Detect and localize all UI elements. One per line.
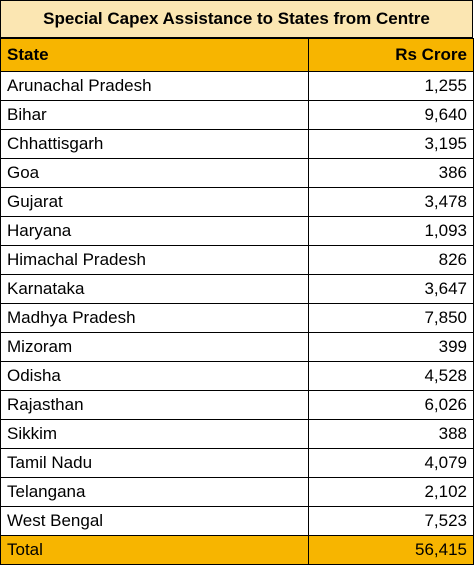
state-cell: Haryana bbox=[0, 216, 309, 246]
capex-table: State Rs Crore Arunachal Pradesh 1,255 Bih… bbox=[0, 38, 474, 565]
value-cell: 1,255 bbox=[308, 71, 474, 101]
total-row: Total 56,415 bbox=[0, 535, 474, 565]
table-row: Odisha 4,528 bbox=[0, 361, 474, 391]
table-row: Rajasthan 6,026 bbox=[0, 390, 474, 420]
table-row: Tamil Nadu 4,079 bbox=[0, 448, 474, 478]
state-cell: Goa bbox=[0, 158, 309, 188]
value-cell: 1,093 bbox=[308, 216, 474, 246]
table-row: West Bengal 7,523 bbox=[0, 506, 474, 536]
state-cell: Tamil Nadu bbox=[0, 448, 309, 478]
table-row: Mizoram 399 bbox=[0, 332, 474, 362]
value-cell: 826 bbox=[308, 245, 474, 275]
value-cell: 386 bbox=[308, 158, 474, 188]
state-cell: West Bengal bbox=[0, 506, 309, 536]
value-cell: 2,102 bbox=[308, 477, 474, 507]
value-cell: 3,647 bbox=[308, 274, 474, 304]
column-header-value: Rs Crore bbox=[308, 38, 474, 72]
table-row: Gujarat 3,478 bbox=[0, 187, 474, 217]
table-row: Himachal Pradesh 826 bbox=[0, 245, 474, 275]
table-row: Telangana 2,102 bbox=[0, 477, 474, 507]
state-cell: Gujarat bbox=[0, 187, 309, 217]
value-cell: 399 bbox=[308, 332, 474, 362]
header-row: State Rs Crore bbox=[0, 38, 474, 72]
table-row: Madhya Pradesh 7,850 bbox=[0, 303, 474, 333]
table-row: Arunachal Pradesh 1,255 bbox=[0, 71, 474, 101]
value-cell: 4,079 bbox=[308, 448, 474, 478]
state-cell: Rajasthan bbox=[0, 390, 309, 420]
table-row: Sikkim 388 bbox=[0, 419, 474, 449]
total-label: Total bbox=[0, 535, 309, 565]
table-row: Bihar 9,640 bbox=[0, 100, 474, 130]
state-cell: Sikkim bbox=[0, 419, 309, 449]
value-cell: 388 bbox=[308, 419, 474, 449]
state-cell: Himachal Pradesh bbox=[0, 245, 309, 275]
state-cell: Odisha bbox=[0, 361, 309, 391]
table-row: Chhattisgarh 3,195 bbox=[0, 129, 474, 159]
value-cell: 7,523 bbox=[308, 506, 474, 536]
state-cell: Bihar bbox=[0, 100, 309, 130]
value-cell: 3,478 bbox=[308, 187, 474, 217]
table-title: Special Capex Assistance to States from … bbox=[0, 0, 473, 38]
state-cell: Karnataka bbox=[0, 274, 309, 304]
state-cell: Madhya Pradesh bbox=[0, 303, 309, 333]
state-cell: Chhattisgarh bbox=[0, 129, 309, 159]
value-cell: 3,195 bbox=[308, 129, 474, 159]
table-row: Goa 386 bbox=[0, 158, 474, 188]
value-cell: 7,850 bbox=[308, 303, 474, 333]
value-cell: 6,026 bbox=[308, 390, 474, 420]
column-header-state: State bbox=[0, 38, 309, 72]
state-cell: Telangana bbox=[0, 477, 309, 507]
total-value: 56,415 bbox=[308, 535, 474, 565]
table-row: Karnataka 3,647 bbox=[0, 274, 474, 304]
state-cell: Mizoram bbox=[0, 332, 309, 362]
table-row: Haryana 1,093 bbox=[0, 216, 474, 246]
value-cell: 4,528 bbox=[308, 361, 474, 391]
state-cell: Arunachal Pradesh bbox=[0, 71, 309, 101]
value-cell: 9,640 bbox=[308, 100, 474, 130]
